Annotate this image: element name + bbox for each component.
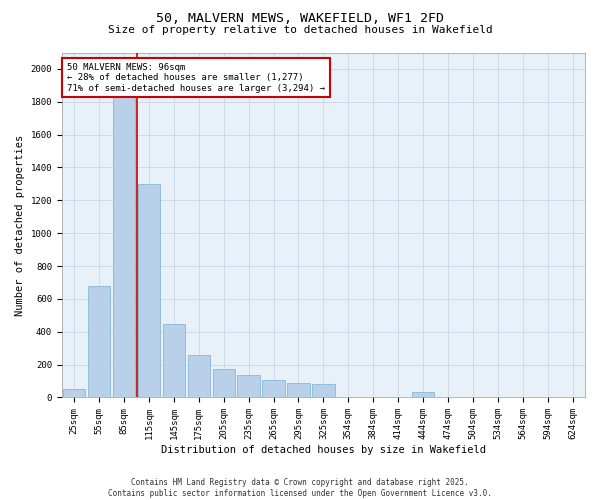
- Bar: [88, 286, 110, 398]
- Bar: [63, 390, 85, 398]
- Text: Size of property relative to detached houses in Wakefield: Size of property relative to detached ho…: [107, 25, 493, 35]
- Bar: [262, 380, 285, 398]
- Y-axis label: Number of detached properties: Number of detached properties: [15, 134, 25, 316]
- Bar: [138, 184, 160, 398]
- Bar: [212, 368, 235, 398]
- Bar: [312, 384, 335, 398]
- Text: 50 MALVERN MEWS: 96sqm
← 28% of detached houses are smaller (1,277)
71% of semi-: 50 MALVERN MEWS: 96sqm ← 28% of detached…: [67, 63, 325, 92]
- Bar: [412, 392, 434, 398]
- Text: Contains HM Land Registry data © Crown copyright and database right 2025.
Contai: Contains HM Land Registry data © Crown c…: [108, 478, 492, 498]
- Text: 50, MALVERN MEWS, WAKEFIELD, WF1 2FD: 50, MALVERN MEWS, WAKEFIELD, WF1 2FD: [156, 12, 444, 26]
- Bar: [238, 376, 260, 398]
- Bar: [163, 324, 185, 398]
- Bar: [287, 382, 310, 398]
- Bar: [113, 77, 135, 398]
- X-axis label: Distribution of detached houses by size in Wakefield: Distribution of detached houses by size …: [161, 445, 486, 455]
- Bar: [188, 355, 210, 398]
